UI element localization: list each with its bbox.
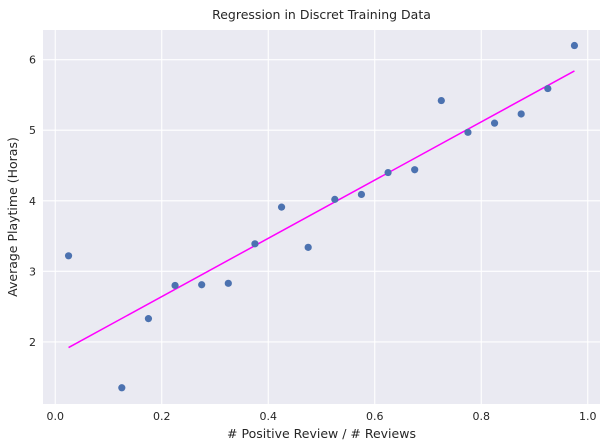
regression-line bbox=[68, 70, 575, 349]
tick-labels: 0.0 0.2 0.4 0.6 0.8 1.0 2 3 4 5 6 bbox=[29, 54, 597, 423]
grid bbox=[43, 30, 600, 404]
y-axis-label: Average Playtime (Horas) bbox=[5, 137, 20, 297]
data-point bbox=[224, 279, 232, 287]
data-point bbox=[437, 96, 445, 105]
data-point bbox=[544, 84, 552, 93]
x-tick-label: 1.0 bbox=[579, 410, 597, 423]
x-tick-label: 0.8 bbox=[473, 410, 491, 423]
data-point bbox=[517, 110, 525, 118]
data-point bbox=[277, 203, 286, 211]
data-point bbox=[304, 243, 312, 251]
x-tick-label: 0.0 bbox=[46, 410, 64, 423]
series bbox=[64, 41, 579, 392]
y-tick-label: 4 bbox=[29, 195, 36, 208]
x-tick-label: 0.6 bbox=[366, 410, 384, 423]
x-tick-label: 0.4 bbox=[259, 410, 277, 423]
data-point bbox=[490, 119, 499, 127]
x-axis-label: # Positive Review / # Reviews bbox=[227, 426, 416, 441]
data-point bbox=[384, 168, 392, 177]
y-tick-label: 3 bbox=[29, 265, 36, 278]
data-point bbox=[144, 315, 153, 323]
data-point bbox=[411, 166, 419, 174]
y-tick-label: 5 bbox=[29, 124, 36, 137]
chart-title: Regression in Discret Training Data bbox=[212, 7, 431, 22]
data-point bbox=[171, 281, 179, 290]
x-tick-label: 0.2 bbox=[153, 410, 171, 423]
data-point bbox=[357, 190, 366, 199]
data-point bbox=[331, 195, 339, 203]
data-point bbox=[64, 252, 73, 260]
data-point bbox=[570, 41, 579, 50]
data-point bbox=[251, 240, 259, 248]
data-point bbox=[464, 128, 472, 136]
y-tick-label: 6 bbox=[29, 54, 36, 67]
plot-area bbox=[43, 30, 600, 404]
data-point bbox=[118, 384, 126, 392]
y-tick-label: 2 bbox=[29, 336, 36, 349]
data-point bbox=[198, 281, 206, 289]
